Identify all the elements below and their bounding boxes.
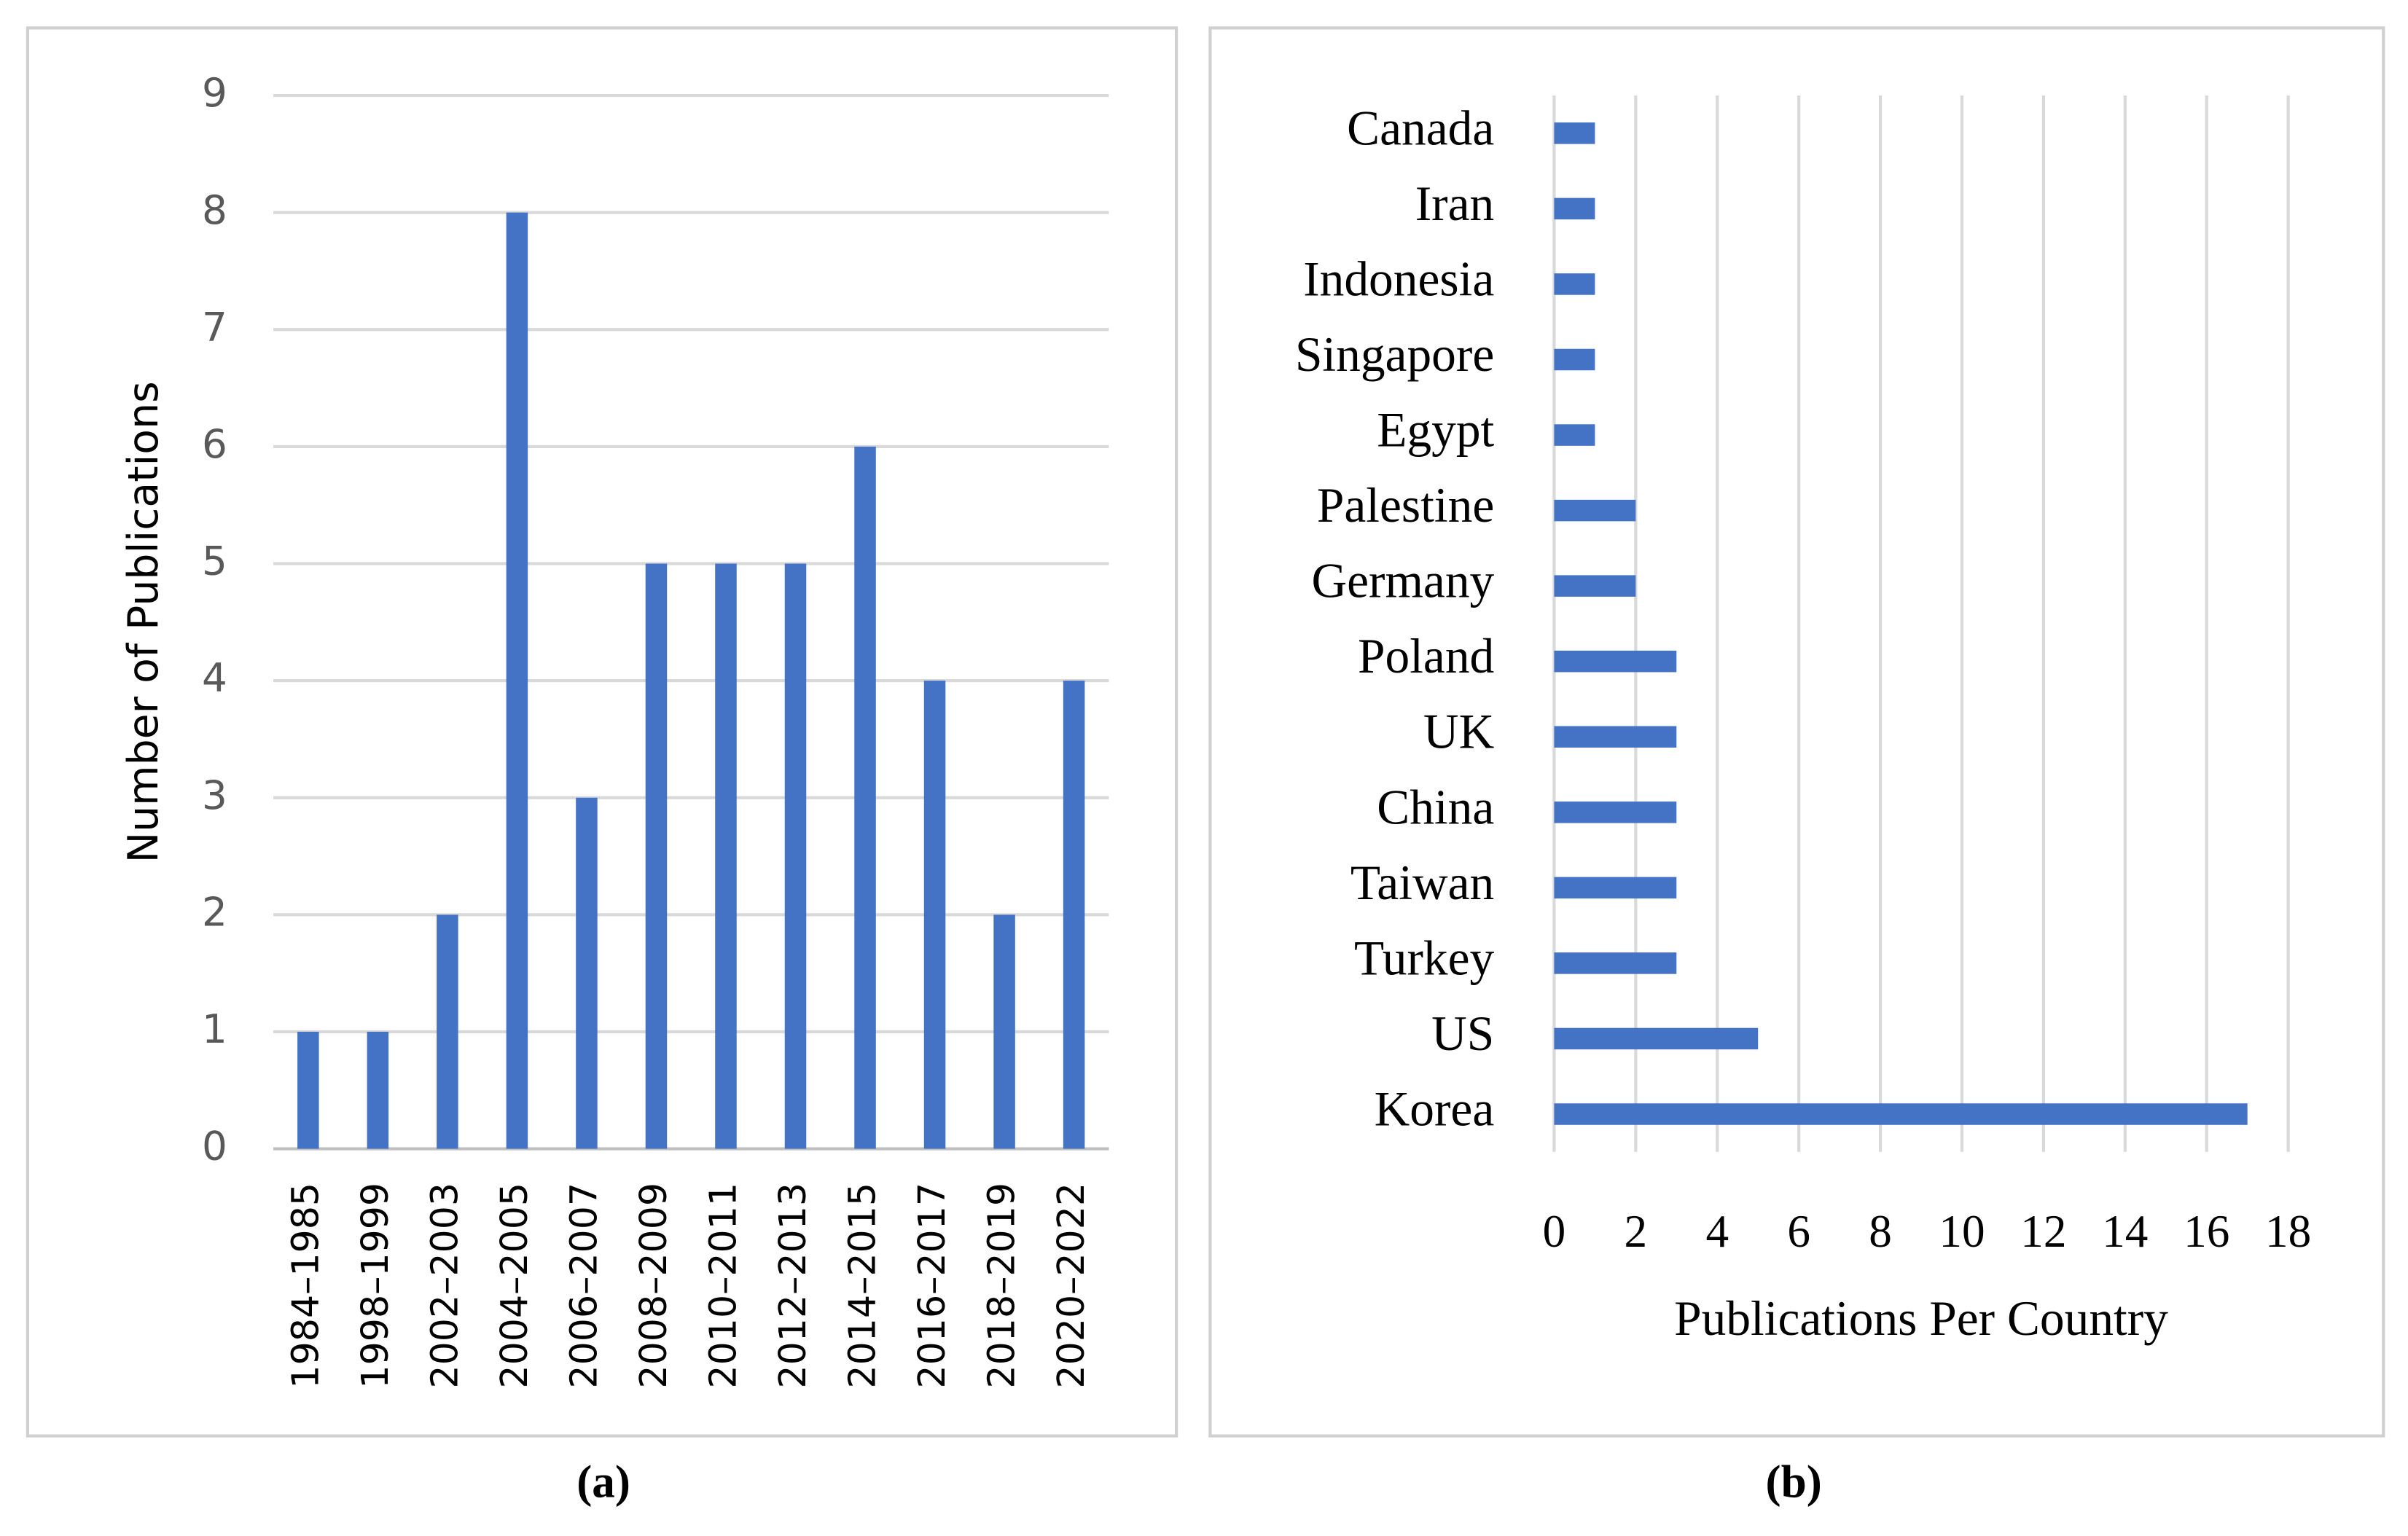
x-tick-label: 4 [1705, 1206, 1729, 1257]
x-tick-label: 1984–1985 [284, 1183, 327, 1389]
y-tick-label: 7 [202, 303, 227, 350]
bar [993, 914, 1015, 1149]
y-tick-label: 6 [202, 420, 227, 467]
bar [1554, 122, 1595, 144]
x-tick-label: 0 [1543, 1206, 1566, 1257]
y-tick-label: Indonesia [1303, 251, 1494, 306]
y-tick-label: China [1377, 780, 1494, 834]
x-tick-label: 2006–2007 [562, 1183, 605, 1389]
x-tick-label: 2 [1625, 1206, 1648, 1257]
bar [1554, 802, 1677, 823]
bar [367, 1031, 389, 1149]
x-tick-label: 8 [1869, 1206, 1892, 1257]
bar [1554, 575, 1636, 597]
panel-frame [1208, 26, 2385, 1438]
bar [1554, 424, 1595, 446]
y-tick-label: Taiwan [1350, 855, 1494, 910]
bar [923, 681, 946, 1149]
bar [297, 1031, 319, 1149]
bar [1554, 726, 1677, 748]
panel-label: (a) [576, 1457, 630, 1508]
y-tick-label: 9 [202, 69, 227, 116]
y-tick-label: 5 [202, 538, 227, 584]
y-tick-label: Canada [1347, 101, 1494, 155]
y-tick-label: UK [1423, 705, 1494, 759]
bar [784, 563, 807, 1149]
y-tick-label: 3 [202, 772, 227, 818]
bar [576, 797, 598, 1149]
bar [437, 914, 458, 1149]
x-tick-label: 2020–2022 [1049, 1183, 1092, 1389]
bar [1554, 273, 1595, 295]
x-tick-label: 2004–2005 [493, 1183, 536, 1389]
x-tick-label: 12 [2020, 1206, 2066, 1257]
y-tick-label: 0 [202, 1123, 227, 1169]
x-tick-label: 6 [1787, 1206, 1810, 1257]
y-tick-label: Korea [1375, 1081, 1495, 1136]
x-axis-title: Publications Per Country [1674, 1291, 2168, 1346]
x-tick-label: 2010–2011 [701, 1183, 744, 1389]
bar [1554, 197, 1595, 220]
y-tick-label: Singapore [1295, 327, 1494, 382]
bar [1554, 499, 1636, 522]
x-tick-label: 1998–1999 [353, 1183, 396, 1389]
x-tick-label: 2008–2009 [632, 1183, 675, 1389]
x-tick-label: 16 [2184, 1206, 2229, 1257]
bar [1554, 877, 1677, 899]
x-tick-label: 2012–2013 [771, 1183, 814, 1389]
bar [645, 563, 668, 1149]
y-tick-label: US [1431, 1006, 1494, 1061]
x-tick-label: 18 [2265, 1206, 2311, 1257]
y-tick-label: Turkey [1354, 930, 1495, 985]
x-tick-label: 2018–2019 [980, 1183, 1023, 1389]
y-tick-label: 1 [202, 1006, 227, 1052]
y-tick-label: Germany [1311, 554, 1494, 608]
bar [715, 563, 737, 1149]
bar [506, 212, 528, 1149]
y-tick-label: 4 [202, 654, 227, 701]
panel-label: (b) [1766, 1457, 1822, 1508]
bar [1554, 650, 1677, 673]
panel-frame [26, 26, 1178, 1438]
bar [1554, 1027, 1759, 1050]
x-tick-label: 2002–2003 [423, 1183, 466, 1389]
y-tick-label: Palestine [1317, 478, 1494, 533]
y-axis-title: Number of Publications [120, 381, 168, 863]
y-tick-label: Egypt [1377, 403, 1494, 458]
x-tick-label: 2016–2017 [910, 1183, 953, 1389]
y-tick-label: Poland [1358, 629, 1494, 683]
y-tick-label: 8 [202, 187, 227, 233]
x-tick-label: 2014–2015 [841, 1183, 884, 1389]
y-tick-label: 2 [202, 888, 227, 935]
bar [854, 446, 876, 1149]
bar [1063, 681, 1085, 1149]
bar [1554, 952, 1677, 974]
bar [1554, 348, 1595, 371]
x-tick-label: 10 [1939, 1206, 1985, 1257]
x-tick-label: 14 [2102, 1206, 2148, 1257]
bar [1554, 1103, 2248, 1125]
y-tick-label: Iran [1415, 176, 1495, 231]
